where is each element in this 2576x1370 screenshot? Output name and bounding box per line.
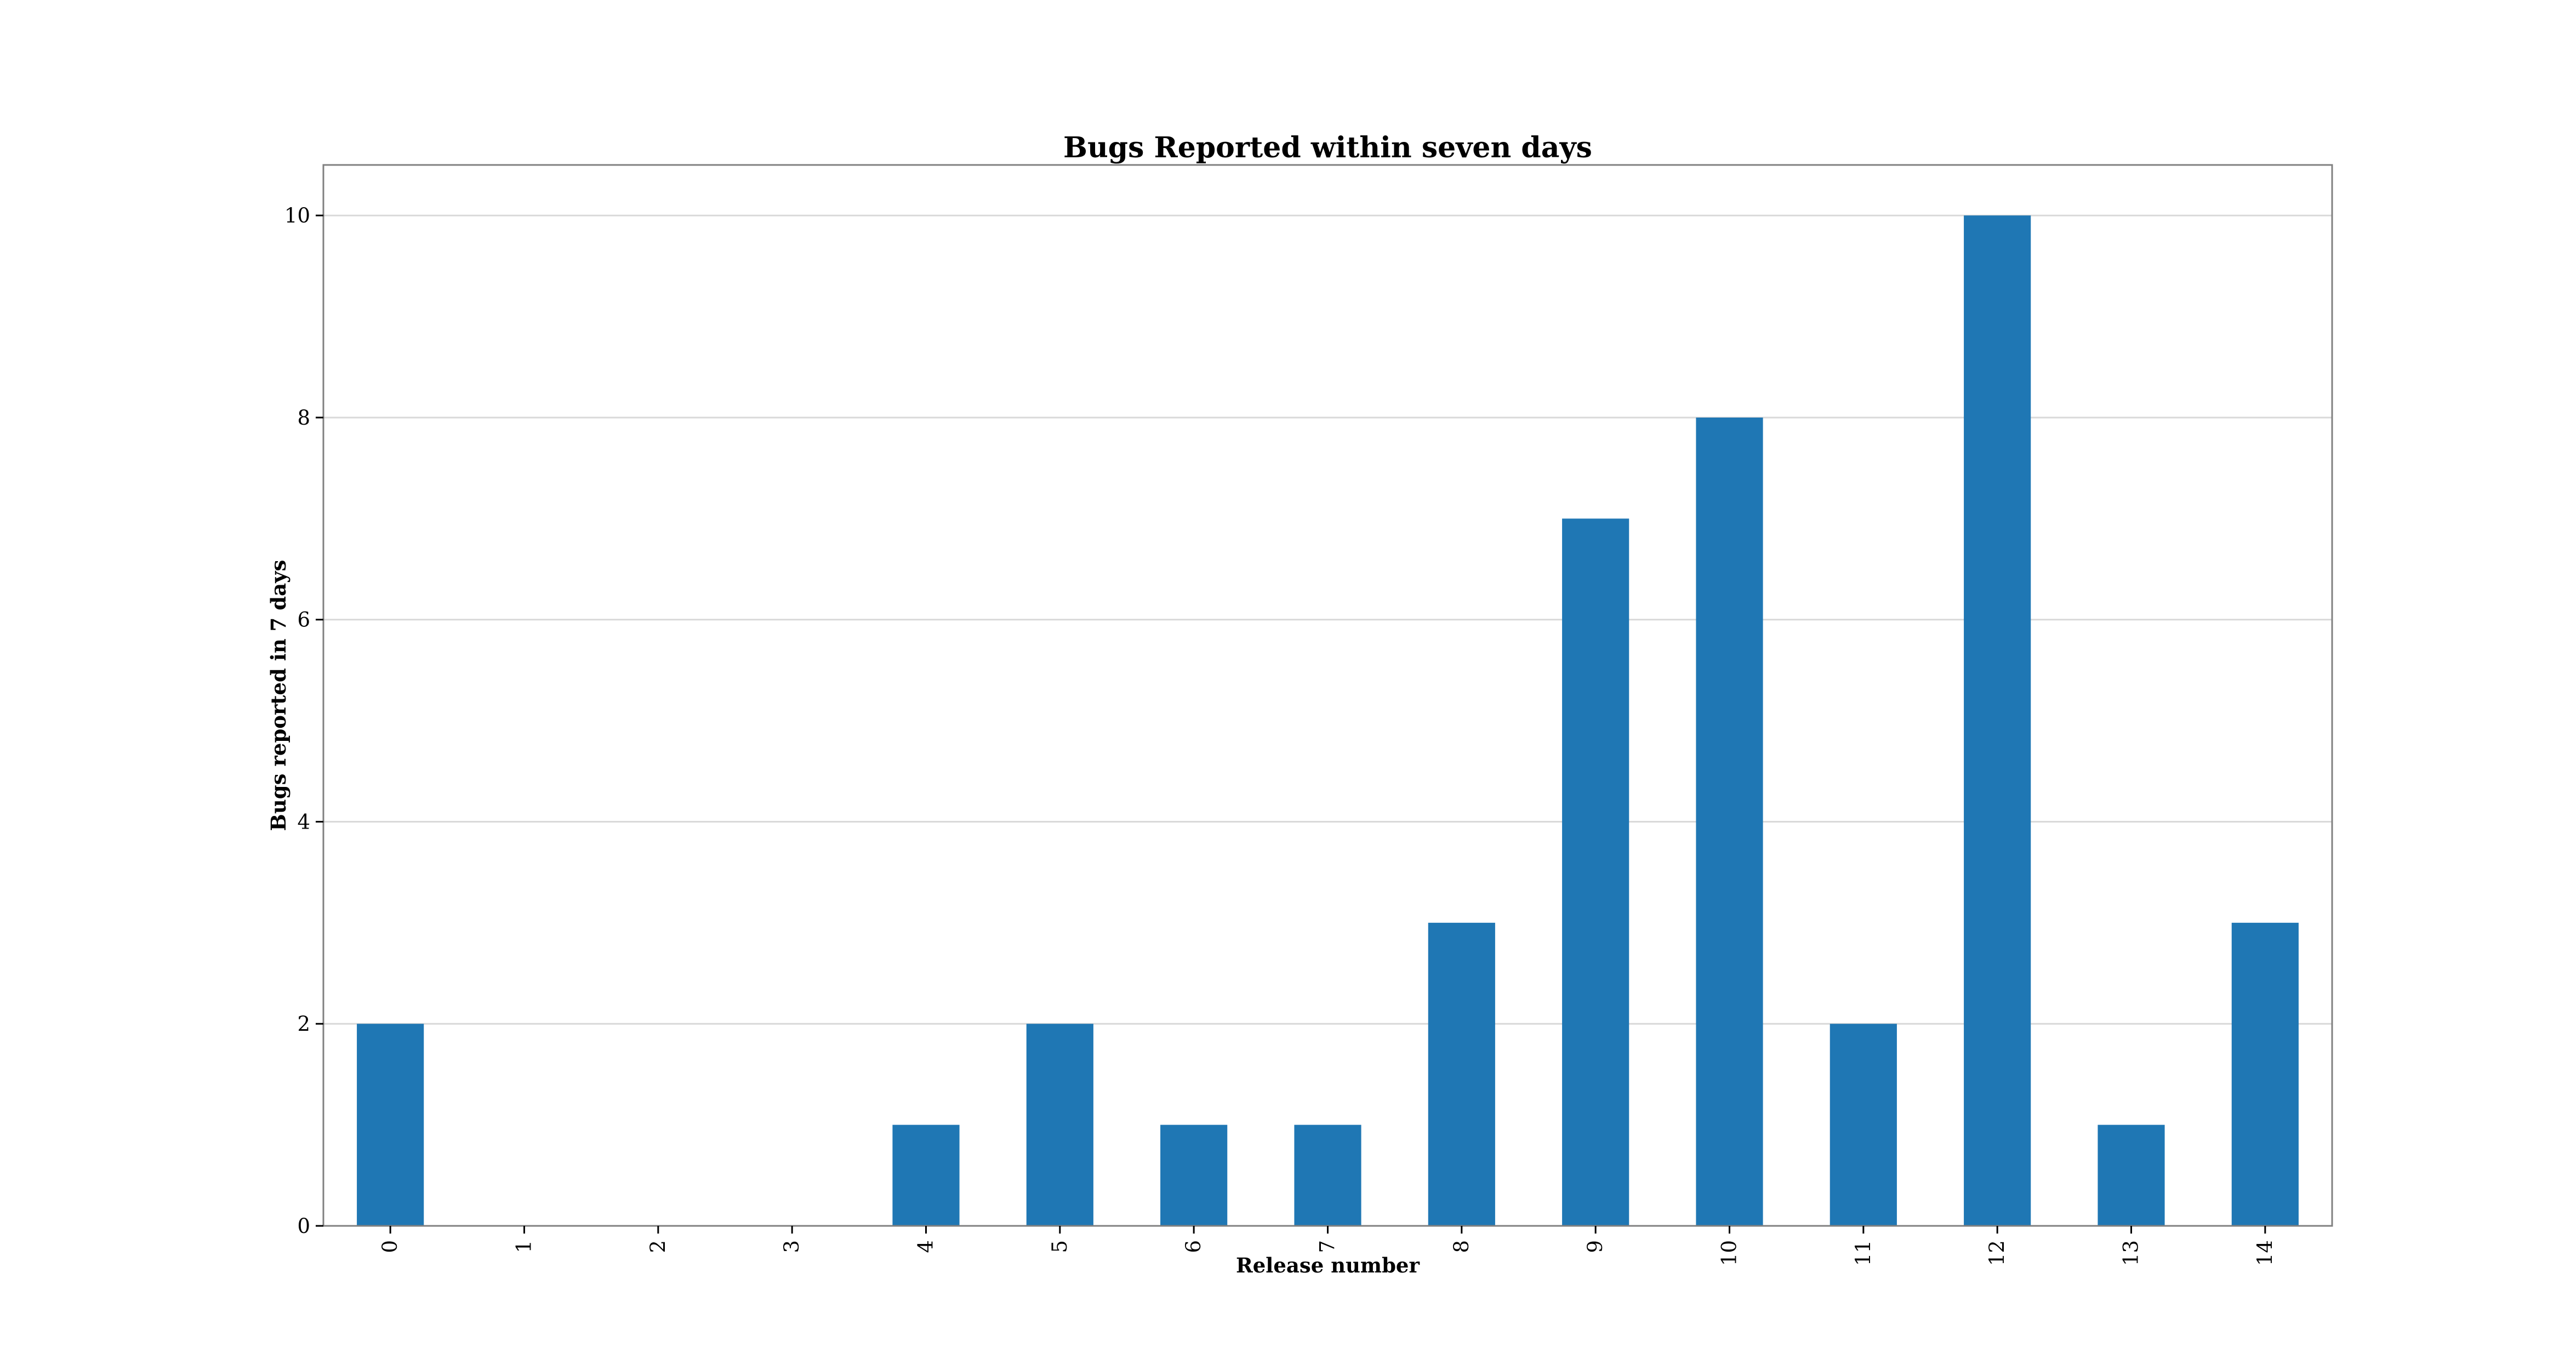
bar-release-12 [1964, 215, 2031, 1226]
y-tick-label: 2 [297, 1012, 310, 1036]
y-axis-title: Bugs reported in 7 days [266, 560, 290, 831]
x-axis-title: Release number [1236, 1253, 1420, 1277]
bar-release-11 [1830, 1024, 1897, 1226]
x-tick-label: 0 [378, 1240, 402, 1253]
x-tick-label: 5 [1048, 1240, 1072, 1253]
y-tick-label: 10 [284, 204, 310, 227]
x-tick-label: 1 [512, 1240, 536, 1253]
x-tick-label: 10 [1718, 1240, 1741, 1266]
x-tick-label: 13 [2119, 1240, 2143, 1266]
x-tick-label: 8 [1450, 1240, 1473, 1253]
x-tick-label: 12 [1985, 1240, 2009, 1266]
bars [357, 215, 2299, 1226]
bar-release-13 [2098, 1124, 2165, 1226]
bar-release-10 [1696, 417, 1763, 1226]
y-tick-label: 4 [297, 810, 310, 834]
x-tick-label: 4 [914, 1240, 938, 1253]
bar-release-9 [1562, 518, 1629, 1226]
x-tick-label: 6 [1182, 1240, 1205, 1253]
y-axis-ticks: 0 2 4 6 8 10 [284, 204, 323, 1238]
y-tick-label: 8 [297, 406, 310, 430]
x-tick-label: 9 [1583, 1240, 1607, 1253]
y-tick-label: 6 [297, 608, 310, 632]
bar-release-8 [1428, 922, 1495, 1226]
x-tick-label: 2 [646, 1240, 670, 1253]
x-axis-ticks: 0 1 2 3 4 5 6 7 8 9 10 11 12 13 14 [378, 1226, 2277, 1266]
bar-release-5 [1026, 1024, 1093, 1226]
x-tick-label: 3 [780, 1240, 803, 1253]
x-tick-label: 14 [2253, 1240, 2277, 1266]
x-tick-label: 11 [1851, 1240, 1875, 1266]
x-tick-label: 7 [1316, 1240, 1340, 1253]
bar-release-14 [2231, 922, 2299, 1226]
chart-title: Bugs Reported within seven days [1063, 131, 1592, 164]
bar-release-6 [1160, 1124, 1228, 1226]
bar-release-7 [1294, 1124, 1361, 1226]
bar-release-0 [357, 1024, 424, 1226]
y-tick-label: 0 [297, 1214, 310, 1238]
bar-release-4 [892, 1124, 960, 1226]
